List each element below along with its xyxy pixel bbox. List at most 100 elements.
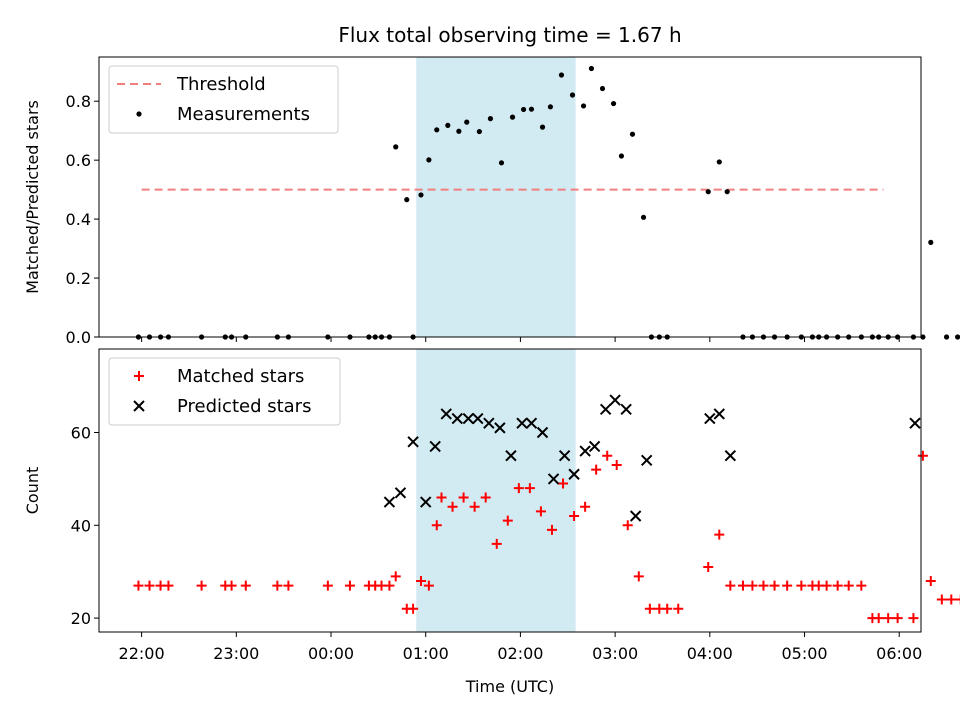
matched-star-point [502,515,513,526]
matched-star-point [673,603,684,614]
predicted-star-point [483,417,495,429]
measurement-point [618,153,625,159]
matched-star-point [925,575,936,586]
predicted-star-point [536,426,549,439]
matched-star-point [602,450,613,461]
predicted-star-point [494,422,506,434]
predicted-star-point [407,436,419,448]
measurement-point [547,104,554,110]
predicted-star-point [640,454,653,467]
measurement-point [599,85,606,92]
measurement-point [943,334,950,340]
matched-star-point [144,580,155,591]
measurement-point [705,189,711,195]
y-tick-label: 0.6 [66,151,91,170]
measurement-point [558,72,565,78]
matched-star-point [458,492,469,503]
predicted-star-point [620,403,632,416]
y-tick-label: 0.4 [66,210,91,229]
matched-star-point [946,594,957,605]
matched-star-point [955,594,960,605]
predicted-star-point [724,449,737,462]
matched-star-point [535,506,546,517]
measurement-point [520,106,527,113]
measurements-legend-label: Measurements [177,104,310,125]
matched-star-point [725,580,736,591]
predicted-legend-swatch [133,400,145,412]
measurement-point [629,131,636,137]
measurement-point [434,127,440,133]
matched-star-point [883,613,894,624]
x-tick-label: 03:00 [592,644,638,663]
predicted-star-point [516,417,528,429]
predicted-star-point [579,445,591,457]
predicted-star-point [383,496,396,508]
matched-star-point [758,580,769,591]
matched-star-point [703,562,714,573]
matched-star-point [546,524,557,535]
ratio-y-axis-label: Matched/Predicted stars [23,100,42,294]
predicted-star-point [599,403,612,416]
measurement-point [404,197,410,203]
measurement-point [955,334,960,340]
measurement-point [393,144,399,150]
measurement-point [528,106,535,112]
y-tick-label: 0.8 [66,92,91,111]
matched-star-point [737,580,748,591]
matched-star-point [782,580,793,591]
x-axis-label: Time (UTC) [465,677,554,696]
matched-star-point [513,483,524,494]
matched-star-point [415,575,426,586]
measurement-point [539,124,546,130]
count-legend: Matched stars Predicted stars [108,357,341,426]
measurement-point [464,119,470,125]
matched-star-point [917,450,928,461]
threshold-legend-label: Threshold [176,74,266,95]
matched-star-point [447,501,458,512]
predicted-star-point [629,510,642,522]
predicted-star-point [568,468,580,480]
count-panel: 20 40 60 22:00 23:00 00:00 01:00 02:00 03:00 04:0… [23,348,960,696]
matched-star-point [843,580,854,591]
measurement-point [588,65,595,72]
matched-star-point [390,571,401,582]
ratio-legend-box [108,65,339,134]
matched-star-point [714,529,725,540]
measurement-point [569,92,576,98]
predicted-star-point [505,449,517,462]
x-tick-label: 22:00 [119,644,165,663]
x-tick-label: 05:00 [781,644,827,663]
x-tick-label: 23:00 [213,644,259,663]
matched-star-point [558,478,569,489]
matched-star-point [908,613,919,624]
matched-star-point [796,580,807,591]
measurement-point [509,114,516,120]
matched-star-point [196,580,207,591]
y-tick-label: 40 [71,516,91,535]
predicted-star-point [558,449,571,462]
matched-star-point [226,580,237,591]
y-tick-label: 20 [71,609,91,628]
matched-star-point [344,580,355,591]
predicted-star-point [472,412,484,425]
observing-span-top [416,57,576,337]
matched-star-point [936,594,947,605]
matched-star-point [580,501,591,512]
measurement-point [920,334,926,340]
predicted-star-point [462,412,475,425]
matched-star-point [322,580,333,591]
matched-star-point [240,580,251,591]
ratio-axes-frame [98,56,922,338]
predicted-star-point [525,417,538,429]
matched-star-point [469,501,480,512]
y-tick-label: 0.2 [66,269,91,288]
measurement-point [580,103,587,109]
matched-star-point [633,571,644,582]
y-tick-label: 0.0 [66,328,91,347]
matched-star-point [821,580,832,591]
predicted-star-point [394,487,407,499]
chart-title: Flux total observing time = 1.67 h [338,23,681,47]
measurement-point [724,189,730,195]
x-tick-label: 02:00 [497,644,543,663]
